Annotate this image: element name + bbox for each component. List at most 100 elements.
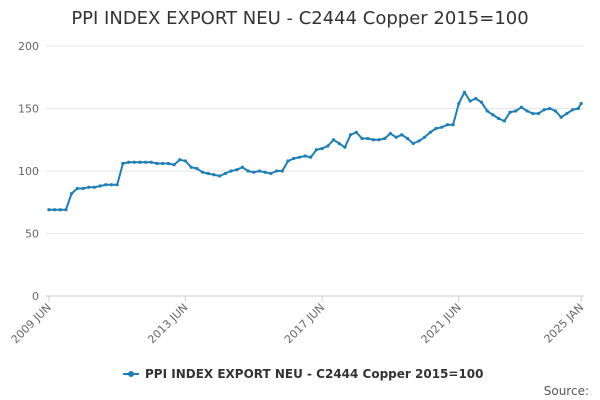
data-point[interactable] (485, 109, 489, 113)
data-point[interactable] (212, 173, 216, 177)
data-point[interactable] (58, 208, 62, 212)
data-point[interactable] (297, 155, 301, 159)
data-point[interactable] (183, 159, 188, 163)
data-point[interactable] (451, 123, 455, 127)
data-point[interactable] (75, 186, 79, 191)
data-point[interactable] (428, 130, 432, 134)
data-point[interactable] (87, 185, 91, 189)
data-point[interactable] (144, 160, 148, 164)
data-point[interactable] (121, 161, 125, 166)
data-point[interactable] (531, 111, 535, 116)
data-point[interactable] (320, 146, 324, 151)
data-point[interactable] (47, 208, 51, 212)
data-point[interactable] (422, 135, 427, 139)
data-point[interactable] (565, 111, 569, 116)
data-point[interactable] (445, 123, 449, 127)
data-point[interactable] (218, 174, 222, 178)
data-point[interactable] (519, 105, 523, 109)
data-point[interactable] (491, 113, 495, 117)
data-point[interactable] (579, 101, 583, 106)
data-point[interactable] (70, 191, 74, 196)
data-point[interactable] (263, 170, 267, 174)
data-point[interactable] (166, 161, 171, 166)
legend[interactable]: PPI INDEX EXPORT NEU - C2444 Copper 2015… (123, 367, 484, 381)
data-point[interactable] (178, 158, 182, 162)
data-point[interactable] (371, 138, 375, 142)
data-point[interactable] (223, 171, 227, 176)
data-point[interactable] (64, 208, 68, 212)
y-tick-label: 50 (25, 228, 39, 241)
data-point[interactable] (514, 109, 518, 113)
data-point[interactable] (246, 169, 250, 173)
data-point[interactable] (149, 160, 153, 164)
data-point[interactable] (559, 115, 563, 119)
data-point[interactable] (92, 185, 96, 189)
data-point[interactable] (411, 141, 415, 146)
data-point[interactable] (366, 136, 370, 141)
data-point[interactable] (343, 145, 347, 149)
data-point[interactable] (115, 183, 119, 187)
data-point[interactable] (360, 136, 364, 141)
data-point[interactable] (548, 106, 552, 111)
data-point[interactable] (542, 108, 546, 112)
data-point[interactable] (405, 136, 410, 141)
data-point[interactable] (206, 171, 210, 176)
data-point[interactable] (104, 183, 108, 187)
data-point[interactable] (377, 138, 381, 142)
data-point[interactable] (508, 110, 512, 114)
data-point[interactable] (457, 101, 461, 106)
data-point[interactable] (354, 130, 358, 134)
y-tick-label: 0 (32, 290, 39, 303)
data-point[interactable] (468, 99, 472, 103)
data-point[interactable] (200, 170, 205, 174)
data-point[interactable] (434, 126, 438, 131)
data-point[interactable] (502, 119, 506, 123)
data-point[interactable] (269, 171, 273, 176)
data-point[interactable] (195, 166, 199, 171)
data-point[interactable] (240, 165, 245, 169)
data-point[interactable] (252, 170, 256, 174)
data-point[interactable] (525, 109, 529, 113)
data-point[interactable] (440, 125, 444, 129)
data-point[interactable] (280, 169, 284, 173)
data-point[interactable] (394, 135, 398, 139)
data-point[interactable] (81, 186, 85, 191)
data-point[interactable] (326, 144, 330, 148)
data-point[interactable] (479, 100, 484, 104)
data-point[interactable] (337, 141, 341, 146)
data-point[interactable] (571, 108, 575, 112)
data-point[interactable] (331, 138, 336, 142)
data-point[interactable] (383, 136, 387, 141)
data-point[interactable] (303, 154, 307, 158)
data-point[interactable] (417, 139, 421, 143)
data-point[interactable] (286, 159, 290, 163)
data-point[interactable] (388, 131, 393, 136)
data-point[interactable] (155, 161, 159, 166)
data-point[interactable] (257, 169, 262, 173)
grid-lines (46, 45, 584, 234)
data-point[interactable] (474, 96, 478, 101)
data-point[interactable] (235, 168, 239, 172)
data-point[interactable] (189, 165, 193, 169)
data-point[interactable] (348, 133, 353, 137)
data-point[interactable] (109, 183, 114, 187)
data-point[interactable] (292, 156, 296, 161)
data-point[interactable] (98, 184, 102, 188)
data-point[interactable] (309, 155, 313, 159)
data-point[interactable] (497, 116, 501, 121)
data-point[interactable] (138, 160, 142, 164)
data-point[interactable] (52, 208, 57, 212)
data-point[interactable] (536, 111, 541, 116)
data-point[interactable] (576, 106, 580, 111)
data-point[interactable] (172, 163, 176, 167)
data-point[interactable] (274, 169, 279, 173)
data-point[interactable] (462, 90, 467, 94)
data-point[interactable] (161, 161, 165, 166)
data-point[interactable] (400, 133, 404, 137)
data-point[interactable] (126, 160, 131, 164)
data-point[interactable] (132, 160, 136, 164)
data-point[interactable] (229, 169, 233, 173)
data-point[interactable] (314, 148, 319, 152)
data-point[interactable] (553, 109, 558, 113)
